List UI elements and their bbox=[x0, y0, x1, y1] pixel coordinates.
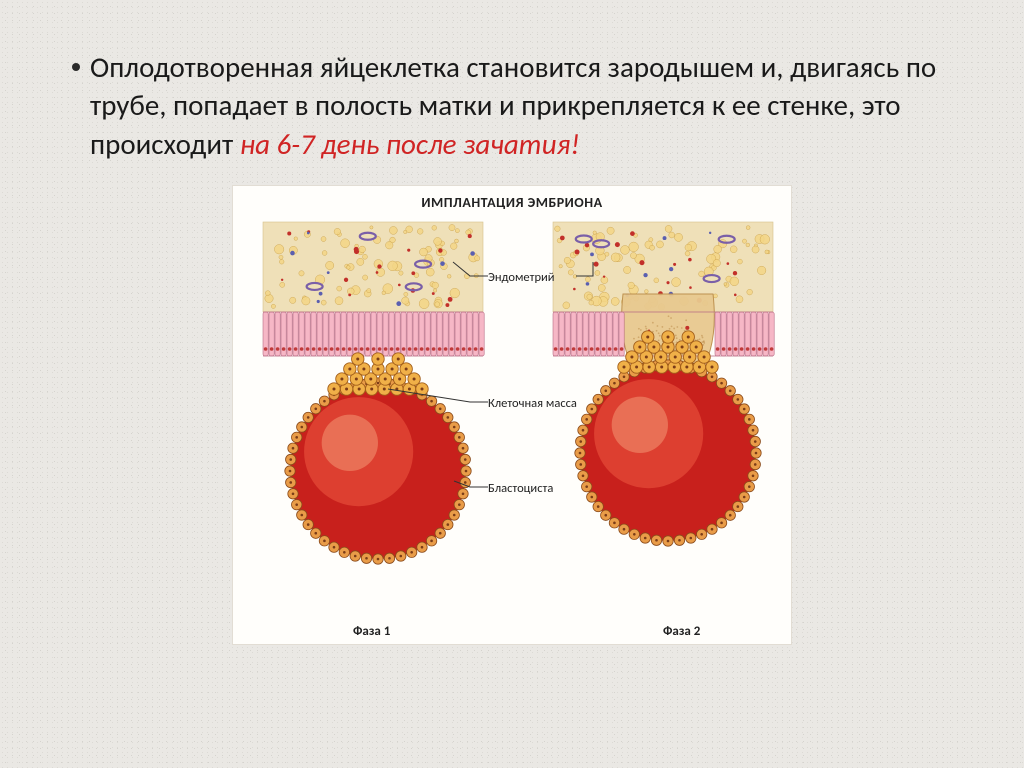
diagram-svg bbox=[233, 186, 793, 646]
bullet-dot-icon bbox=[72, 63, 80, 71]
phase-1-label: Фаза 1 bbox=[353, 624, 390, 639]
callout-blastocyst: Бластоциста bbox=[488, 481, 553, 496]
implantation-diagram: ИМПЛАНТАЦИЯ ЭМБРИОНА Эндометрий Клеточна… bbox=[232, 185, 792, 645]
bullet-highlight: на 6-7 день после зачатия! bbox=[240, 126, 580, 162]
callout-endometrium: Эндометрий bbox=[488, 270, 555, 285]
bullet-text: Оплодотворенная яйцеклетка становится за… bbox=[90, 48, 952, 163]
slide-content: Оплодотворенная яйцеклетка становится за… bbox=[0, 0, 1024, 768]
diagram-title: ИМПЛАНТАЦИЯ ЭМБРИОНА bbox=[233, 194, 791, 211]
bullet-item: Оплодотворенная яйцеклетка становится за… bbox=[72, 48, 952, 163]
phase-2-label: Фаза 2 bbox=[663, 624, 700, 639]
callout-cellmass: Клеточная масса bbox=[488, 396, 577, 411]
